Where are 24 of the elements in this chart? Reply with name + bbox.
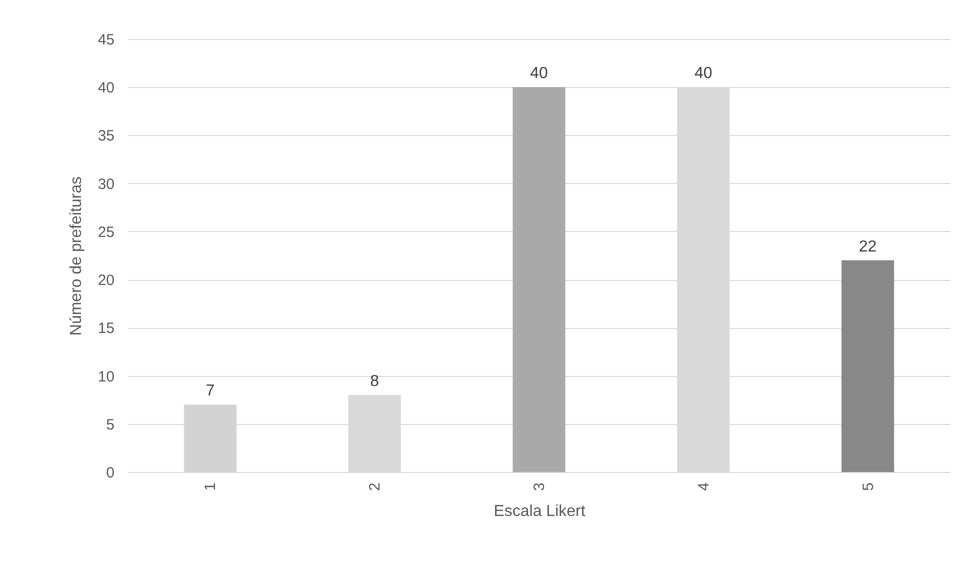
y-tick-label: 25 bbox=[98, 224, 114, 241]
x-tick-label: 3 bbox=[531, 482, 548, 491]
bar bbox=[841, 260, 894, 472]
y-tick-label: 45 bbox=[98, 32, 114, 48]
bar bbox=[512, 87, 566, 472]
data-label: 7 bbox=[206, 382, 215, 400]
y-tick-label: 10 bbox=[98, 368, 114, 386]
y-tick-label: 15 bbox=[98, 320, 114, 338]
x-tick-label: 2 bbox=[366, 482, 384, 491]
data-label: 40 bbox=[694, 65, 712, 82]
y-tick-label: 20 bbox=[98, 272, 114, 290]
y-tick-label: 40 bbox=[98, 80, 114, 97]
data-label: 40 bbox=[530, 65, 548, 82]
y-tick-label: 5 bbox=[106, 416, 114, 434]
x-tick-label: 5 bbox=[860, 482, 877, 491]
y-axis-title: Número de prefeituras bbox=[68, 176, 85, 336]
data-label: 22 bbox=[858, 238, 877, 256]
y-tick-label: 0 bbox=[106, 464, 114, 482]
x-tick-label: 4 bbox=[695, 482, 712, 491]
y-tick-label: 35 bbox=[98, 128, 114, 145]
x-tick-label: 1 bbox=[202, 482, 220, 491]
data-label: 8 bbox=[370, 373, 380, 390]
x-axis-title: Escala Likert bbox=[494, 502, 586, 520]
y-tick-label: 30 bbox=[98, 176, 114, 193]
